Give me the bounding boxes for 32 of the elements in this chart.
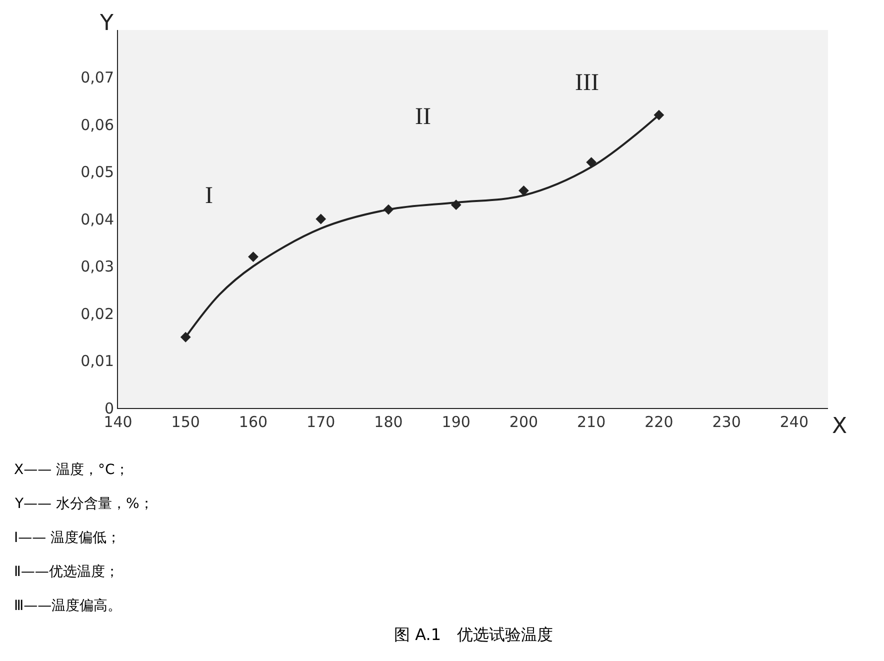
annotation: II [415,104,431,130]
y-tick-label: 0,04 [80,210,114,228]
x-tick-label: 240 [780,413,809,431]
text: Ⅰ—— 温度偏低； [14,530,121,546]
y-tick-label: 0,05 [80,163,114,181]
point [316,214,326,224]
point [518,185,529,196]
x-tick-label: 160 [238,413,268,431]
x-axis-title: X [832,414,848,439]
text: Y—— 水分含量，%； [14,496,154,512]
x-tick-label: 190 [442,413,470,431]
annotation: III [575,70,599,96]
x-tick-label: 220 [644,413,674,431]
y-tick-label: 0,06 [80,116,114,134]
point [248,252,258,262]
point [586,157,597,168]
y-tick-label: 0,02 [80,304,114,323]
x-tick-label: 210 [577,413,606,431]
x-tick-label: 150 [171,413,200,431]
x-tick-label: 230 [712,413,741,431]
y-tick-label: 0,07 [80,68,114,86]
y-tick-label: 0,01 [80,352,114,370]
text: X—— 温度，°C； [14,462,129,478]
annotation: I [205,183,213,209]
x-tick-label: 170 [306,413,336,431]
text: Ⅲ——温度偏高。 [14,598,122,614]
y-tick-label: 0,03 [80,258,114,276]
x-tick-label: 200 [509,413,538,431]
text: 图 A.1 优选试验温度 [394,625,554,644]
x-tick-label: 180 [374,413,403,431]
text: Ⅱ——优选温度； [14,564,119,580]
y-axis-title: Y [99,11,114,36]
